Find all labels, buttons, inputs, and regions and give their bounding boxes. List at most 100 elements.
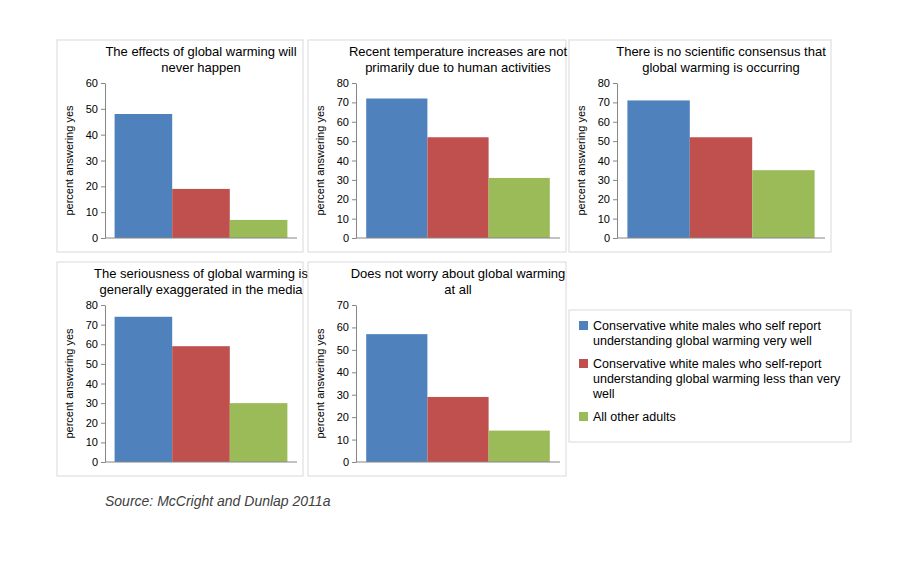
y-tick-label: 30: [86, 155, 98, 167]
y-axis-line: [617, 84, 618, 239]
plot-marks: [115, 114, 288, 238]
text-line: Recent temperature increases are not: [349, 44, 568, 59]
y-tick: 50: [337, 135, 356, 147]
y-tick: 60: [86, 77, 105, 89]
y-tick-mark: [352, 161, 356, 162]
legend-label: Conservative white males who self report…: [593, 319, 821, 348]
y-axis: 010203040506070: [337, 299, 357, 468]
y-tick: 60: [598, 116, 617, 128]
y-tick-label: 40: [598, 155, 610, 167]
y-tick-mark: [352, 417, 356, 418]
y-tick: 40: [86, 129, 105, 141]
y-tick-mark: [101, 442, 105, 443]
y-tick-mark: [352, 102, 356, 103]
y-tick: 20: [86, 180, 105, 192]
y-tick-label: 30: [86, 397, 98, 409]
y-tick: 20: [337, 411, 356, 423]
y-axis-line: [105, 306, 106, 463]
panel-frame: [569, 40, 831, 252]
y-tick-mark: [613, 141, 617, 142]
y-tick: 10: [337, 434, 356, 446]
panel-frame: [308, 262, 566, 476]
bar: [115, 317, 173, 462]
text-line: understanding global warming very well: [593, 334, 812, 348]
text-line: never happen: [161, 60, 241, 75]
bar: [489, 178, 550, 238]
text-line: The seriousness of global warming is: [94, 266, 308, 281]
y-tick-label: 0: [604, 232, 610, 244]
y-tick: 80: [598, 77, 617, 89]
bar: [172, 189, 230, 238]
y-tick-label: 30: [598, 174, 610, 186]
y-tick: 40: [337, 155, 356, 167]
y-tick-label: 20: [86, 417, 98, 429]
y-tick-label: 0: [92, 456, 98, 468]
chart-root: 0102030405060The effects of global warmi…: [0, 0, 900, 568]
y-tick: 20: [598, 193, 617, 205]
y-tick: 30: [86, 397, 105, 409]
y-tick-mark: [101, 238, 105, 239]
y-tick-label: 20: [86, 180, 98, 192]
legend-label: Conservative white males who self-report…: [592, 357, 841, 401]
text-line: global warming is occurring: [642, 60, 800, 75]
y-tick-label: 0: [343, 456, 349, 468]
bar: [627, 100, 689, 238]
y-tick-label: 30: [337, 174, 349, 186]
chart-panel: 01020304050607080Recent temperature incr…: [308, 40, 567, 252]
y-tick-label: 10: [598, 213, 610, 225]
y-tick: 70: [598, 96, 617, 108]
y-tick-mark: [613, 238, 617, 239]
y-tick-label: 40: [337, 155, 349, 167]
y-axis-line: [105, 84, 106, 239]
y-tick-label: 80: [598, 77, 610, 89]
plot-marks: [627, 100, 814, 238]
y-tick-mark: [101, 344, 105, 345]
y-tick-mark: [352, 462, 356, 463]
x-axis: [356, 238, 560, 239]
x-axis-line: [356, 462, 560, 463]
y-tick: 70: [337, 299, 356, 311]
x-axis-line: [105, 462, 297, 463]
y-tick: 0: [343, 232, 356, 244]
y-axis-title: percent answering yes: [314, 328, 326, 439]
y-tick: 50: [337, 344, 356, 356]
y-tick: 10: [598, 213, 617, 225]
y-tick: 20: [86, 417, 105, 429]
y-tick-mark: [101, 305, 105, 306]
y-tick-mark: [352, 327, 356, 328]
legend: Conservative white males who self report…: [569, 310, 851, 442]
chart-title: The effects of global warming willnever …: [105, 44, 296, 75]
y-tick-mark: [613, 180, 617, 181]
y-tick-label: 60: [598, 116, 610, 128]
text-line: Does not worry about global warming: [351, 266, 566, 281]
bar: [230, 220, 288, 238]
y-tick-mark: [613, 161, 617, 162]
y-axis: 0 10 20 30 40 50 60 70 80: [598, 77, 618, 244]
y-tick-label: 40: [86, 378, 98, 390]
text-line: The effects of global warming will: [105, 44, 296, 59]
y-tick: 30: [337, 174, 356, 186]
y-tick-mark: [352, 141, 356, 142]
y-tick-label: 40: [86, 129, 98, 141]
x-axis-line: [617, 238, 825, 239]
y-tick-mark: [613, 219, 617, 220]
y-tick: 70: [337, 96, 356, 108]
y-tick-label: 50: [337, 344, 349, 356]
y-tick-mark: [352, 372, 356, 373]
y-tick-mark: [101, 462, 105, 463]
legend-swatch: [579, 359, 588, 368]
text-line: generally exaggerated in the media: [99, 282, 303, 297]
y-tick: 10: [86, 436, 105, 448]
y-tick-label: 70: [598, 96, 610, 108]
y-tick-mark: [101, 109, 105, 110]
y-tick-mark: [101, 83, 105, 84]
y-axis: 01020304050607080: [86, 299, 106, 468]
y-tick: 20: [337, 193, 356, 205]
text-line: There is no scientific consensus that: [616, 44, 826, 59]
y-tick-label: 50: [86, 358, 98, 370]
y-tick-mark: [352, 440, 356, 441]
y-tick: 50: [598, 135, 617, 147]
y-tick-mark: [101, 186, 105, 187]
source-note: Source: McCright and Dunlap 2011a: [105, 493, 331, 509]
bar: [489, 431, 550, 462]
